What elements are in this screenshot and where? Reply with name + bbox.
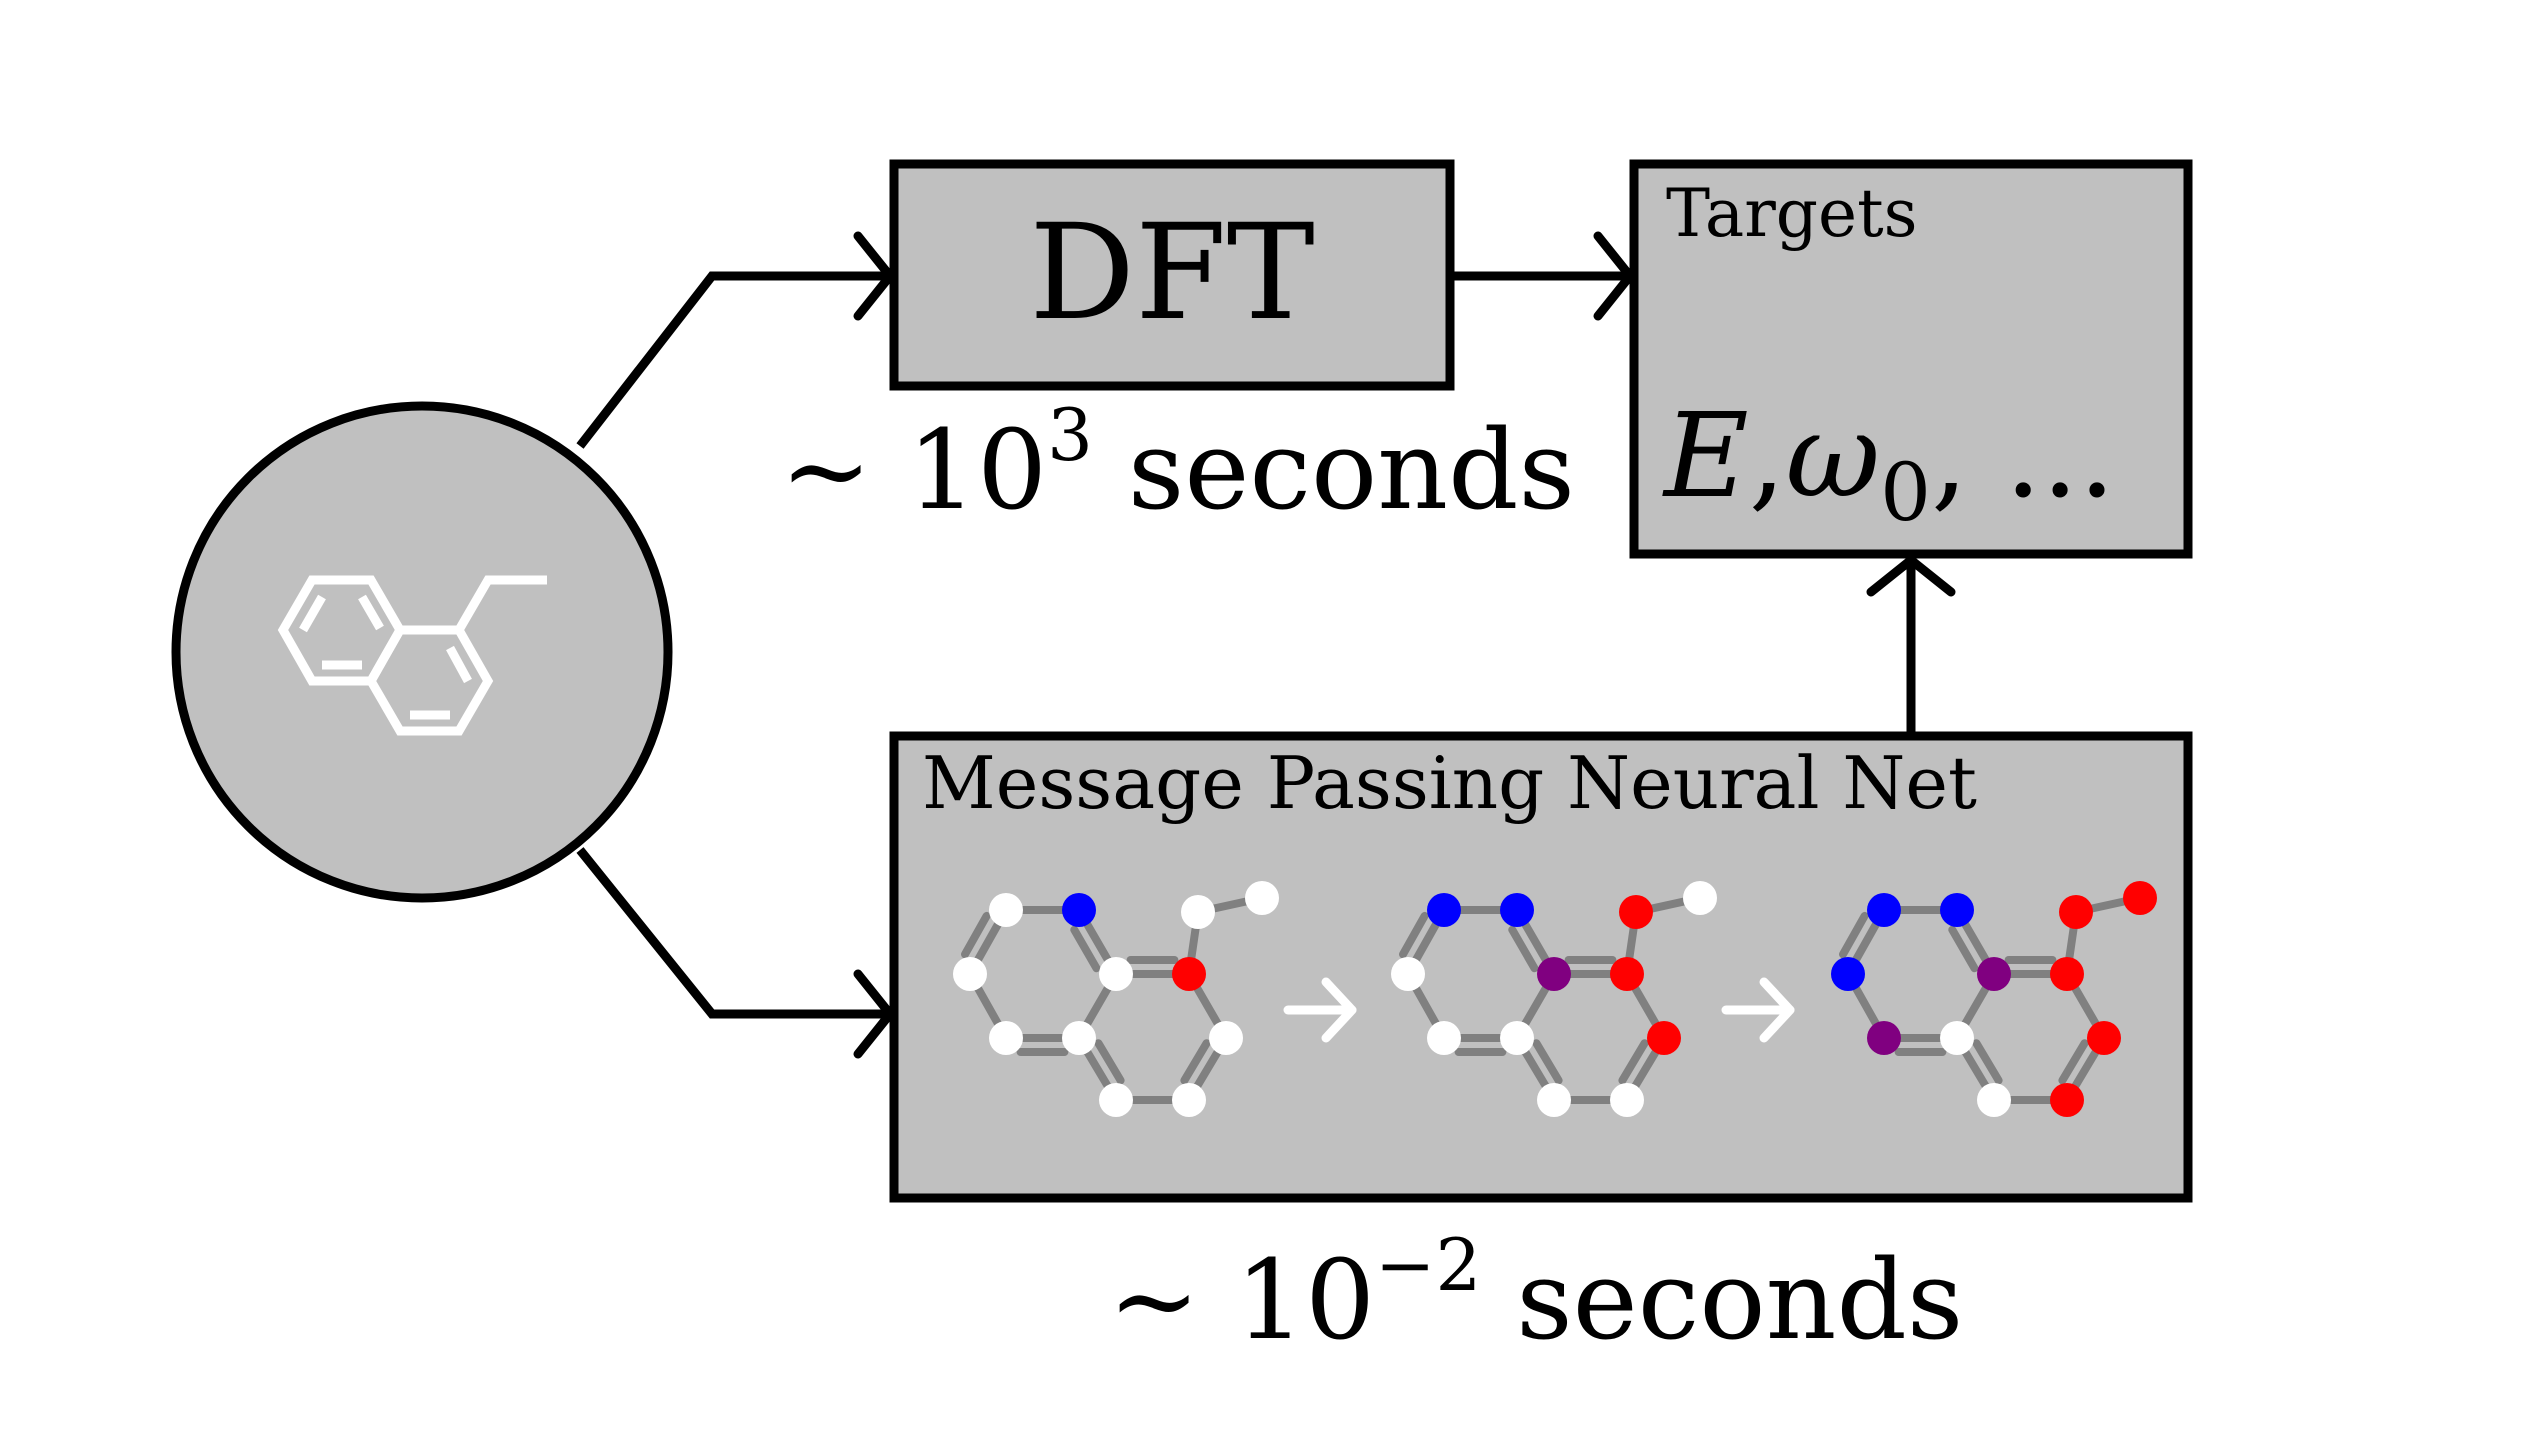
double-bond [1508, 925, 1539, 973]
double-bond [1838, 911, 1869, 959]
targets-box: Targets E,ω0, ... [1629, 159, 2193, 559]
atom-node-red [2050, 957, 2084, 991]
molecule-node [171, 401, 673, 903]
atom-node-white [1537, 1083, 1571, 1117]
edge-molecule-to-dft [576, 271, 890, 449]
atom-node-purple [1977, 957, 2011, 991]
atom-node-white [1683, 881, 1717, 915]
step-arrow-icon [1283, 977, 1357, 1043]
molecule-step-2 [1391, 881, 1717, 1117]
targets-title: Targets [1666, 175, 1918, 252]
atom-node-white [1099, 957, 1133, 991]
atom-node-white [1062, 1021, 1096, 1055]
atom-node-white [1427, 1021, 1461, 1055]
double-bond [960, 911, 991, 959]
atom-node-blue [1500, 893, 1534, 927]
atom-node-white [1172, 1083, 1206, 1117]
molecule-step-3 [1831, 881, 2157, 1117]
atom-node-blue [1867, 893, 1901, 927]
atom-node-white [1500, 1021, 1534, 1055]
atom-node-white [1099, 1083, 1133, 1117]
message-passing-steps [953, 881, 2157, 1117]
double-bond [1532, 1039, 1563, 1085]
molecule-step-1 [953, 881, 1279, 1117]
atom-node-blue [1062, 893, 1096, 927]
atom-node-white [1940, 1021, 1974, 1055]
atom-node-white [1977, 1083, 2011, 1117]
atom-node-red [1619, 895, 1653, 929]
atom-node-white [989, 1021, 1023, 1055]
mpnn-title: Message Passing Neural Net [922, 741, 1977, 825]
atom-node-white [1391, 957, 1425, 991]
double-bond [1948, 925, 1979, 973]
atom-node-white [1181, 895, 1215, 929]
arrowhead-mpnn-to-targets [1866, 555, 1956, 597]
atom-node-red [1647, 1021, 1681, 1055]
atom-node-red [2050, 1083, 2084, 1117]
double-bond [1398, 911, 1429, 959]
step-arrow-icon [1721, 977, 1795, 1043]
targets-values: E,ω0, ... [1662, 389, 2115, 539]
edge-molecule-to-mpnn [576, 847, 890, 1019]
atom-node-blue [1831, 957, 1865, 991]
atom-node-white [953, 957, 987, 991]
atom-node-red [1610, 957, 1644, 991]
atom-node-white [1209, 1021, 1243, 1055]
double-bond [1972, 1039, 2003, 1085]
double-bond [1180, 1039, 1211, 1085]
dft-label: DFT [1029, 196, 1314, 350]
double-bond [1070, 925, 1101, 973]
atom-node-red [2123, 881, 2157, 915]
mpnn-time-label: ~ 10−2 seconds [1108, 1223, 1963, 1364]
double-bond [1094, 1039, 1125, 1085]
atom-node-white [1245, 881, 1279, 915]
double-bond [2058, 1039, 2089, 1085]
atom-node-white [989, 893, 1023, 927]
dft-time-label: ~ 103 seconds [780, 393, 1575, 534]
atom-node-purple [1537, 957, 1571, 991]
atom-node-red [2059, 895, 2093, 929]
atom-node-blue [1940, 893, 1974, 927]
atom-node-purple [1867, 1021, 1901, 1055]
atom-node-white [1610, 1083, 1644, 1117]
naphthalene-icon [277, 575, 547, 736]
atom-node-red [2087, 1021, 2121, 1055]
dft-box: DFT [889, 159, 1455, 391]
atom-node-blue [1427, 893, 1461, 927]
mpnn-box: Message Passing Neural Net [889, 731, 2193, 1203]
double-bond [1618, 1039, 1649, 1085]
atom-node-red [1172, 957, 1206, 991]
